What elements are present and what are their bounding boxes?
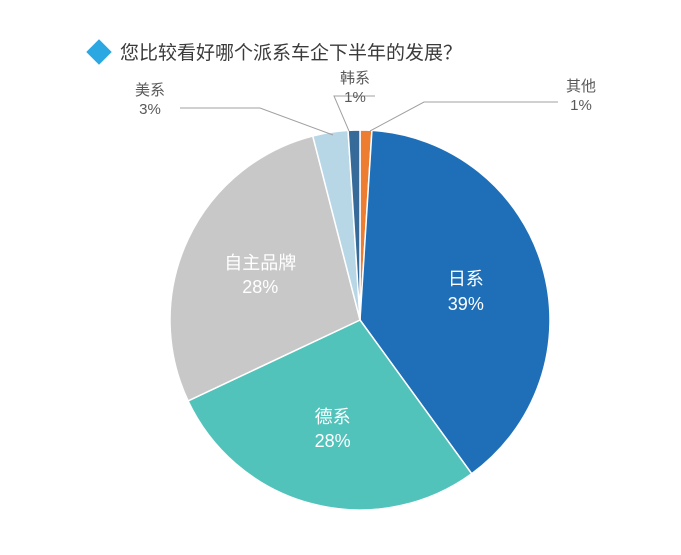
- leader-line: [180, 108, 333, 135]
- pie-outer-label: 美系3%: [135, 82, 165, 120]
- pie-slice-label: 日系39%: [416, 267, 516, 316]
- slice-name: 其他: [566, 78, 596, 97]
- slice-percent: 3%: [135, 101, 165, 120]
- pie-outer-label: 韩系1%: [340, 70, 370, 108]
- chart-title: 您比较看好哪个派系车企下半年的发展？: [120, 38, 462, 65]
- chart-title-row: 您比较看好哪个派系车企下半年的发展？: [90, 38, 462, 65]
- slice-name: 自主品牌: [210, 251, 310, 275]
- slice-percent: 1%: [566, 97, 596, 116]
- slice-percent: 1%: [340, 89, 370, 108]
- pie-slice-label: 自主品牌28%: [210, 251, 310, 300]
- diamond-bullet-icon: [86, 39, 111, 64]
- slice-name: 日系: [416, 267, 516, 291]
- slice-name: 美系: [135, 82, 165, 101]
- slice-percent: 28%: [210, 275, 310, 299]
- pie-chart: 其他1%日系39%德系28%自主品牌28%美系3%韩系1%: [170, 130, 550, 510]
- slice-percent: 28%: [283, 429, 383, 453]
- slice-name: 德系: [283, 405, 383, 429]
- pie-outer-label: 其他1%: [566, 78, 596, 116]
- leader-line: [370, 102, 558, 131]
- slice-percent: 39%: [416, 292, 516, 316]
- chart-container: 您比较看好哪个派系车企下半年的发展？ Gasgoo auto.gasgoo.co…: [0, 0, 681, 555]
- pie-slice-label: 德系28%: [283, 405, 383, 454]
- slice-name: 韩系: [340, 70, 370, 89]
